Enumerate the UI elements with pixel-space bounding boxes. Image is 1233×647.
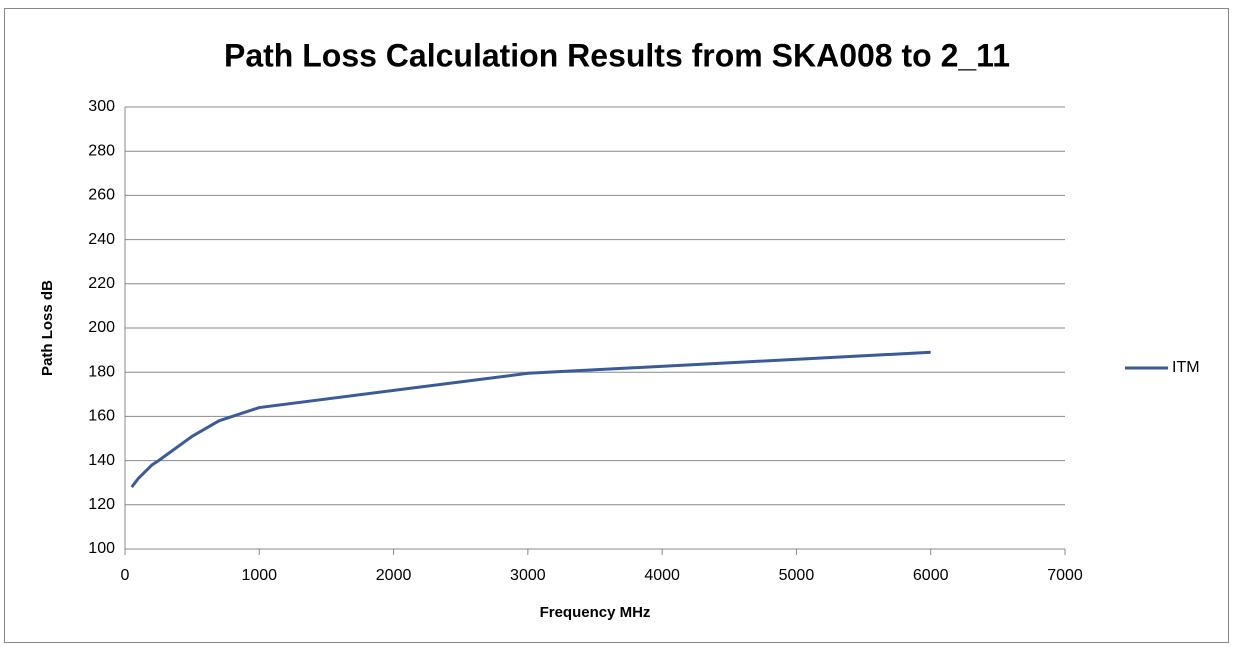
- x-tick-label: 0: [121, 567, 130, 584]
- x-tick-label: 5000: [779, 567, 815, 584]
- y-tick-label: 260: [88, 187, 115, 204]
- y-tick-label: 200: [88, 319, 115, 336]
- x-tick-label: 1000: [241, 567, 277, 584]
- x-tick-label: 2000: [376, 567, 412, 584]
- y-tick-label: 240: [88, 231, 115, 248]
- y-tick-label: 220: [88, 275, 115, 292]
- y-tick-label: 280: [88, 142, 115, 159]
- y-tick-label: 300: [88, 98, 115, 115]
- x-tick-label: 3000: [510, 567, 546, 584]
- x-axis-label: Frequency MHz: [540, 604, 651, 621]
- y-axis-label: Path Loss dB: [39, 280, 56, 376]
- legend-label: ITM: [1172, 359, 1200, 376]
- x-tick-label: 6000: [913, 567, 949, 584]
- x-tick-label: 7000: [1047, 567, 1083, 584]
- y-tick-label: 160: [88, 408, 115, 425]
- chart-title: Path Loss Calculation Results from SKA00…: [224, 37, 1010, 73]
- y-tick-label: 140: [88, 452, 115, 469]
- y-tick-label: 180: [88, 363, 115, 380]
- data-line: [130, 350, 931, 489]
- chart-border: [4, 8, 1229, 643]
- y-tick-label: 100: [88, 540, 115, 557]
- y-tick-label: 120: [88, 496, 115, 513]
- x-tick-label: 4000: [644, 567, 680, 584]
